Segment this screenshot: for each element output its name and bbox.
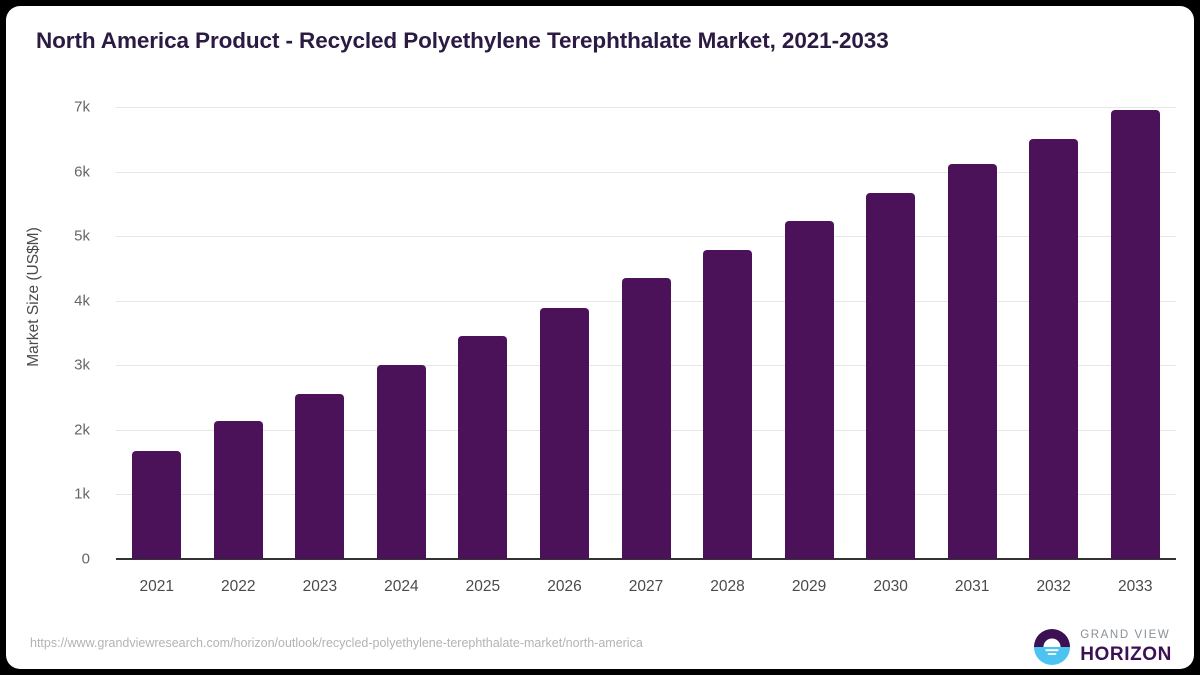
bar[interactable] — [539, 307, 589, 559]
y-axis-tick-label: 4k — [74, 292, 90, 310]
y-axis-tick-label: 3k — [74, 356, 90, 374]
gridline — [116, 171, 1176, 173]
gridline — [116, 107, 1176, 108]
x-axis-tick-label: 2032 — [1036, 578, 1071, 595]
y-axis-tick-label: 1k — [74, 485, 90, 503]
x-axis-tick-label: 2026 — [547, 578, 582, 595]
page-title: North America Product - Recycled Polyeth… — [36, 28, 889, 53]
bar[interactable] — [1029, 138, 1079, 559]
logo-top-text: GRAND VIEW — [1080, 629, 1171, 642]
bar[interactable] — [621, 278, 671, 559]
x-axis-line — [116, 558, 1176, 560]
bar[interactable] — [1110, 110, 1160, 559]
x-axis-tick-label: 2028 — [710, 578, 745, 595]
y-axis-tick-label: 0 — [81, 550, 90, 568]
y-axis-tick-labels: 0 1k 2k 3k 4k 5k 6k 7k — [30, 6, 90, 669]
bar[interactable] — [703, 250, 753, 559]
chart-card: North America Product - Recycled Polyeth… — [6, 6, 1194, 669]
gridline — [116, 236, 1176, 238]
y-axis-tick-label: 2k — [74, 421, 90, 439]
bar[interactable] — [947, 164, 997, 559]
x-axis-tick-label: 2025 — [465, 578, 501, 595]
x-axis-tick-label: 2027 — [628, 578, 664, 595]
x-axis-tick-label: 2023 — [302, 578, 338, 595]
x-axis-tick-label: 2021 — [139, 578, 174, 595]
chart-plot-area: Market Size (US$M) 0 1k 2k 3k 4k 5k 6k 7k 2021 2… — [6, 6, 1194, 669]
logo-bottom-text: HORIZON — [1080, 643, 1172, 665]
bar-series — [6, 6, 1194, 669]
bar[interactable] — [213, 421, 263, 559]
x-axis-tick-label: 2030 — [873, 578, 908, 595]
y-axis-tick-label: 6k — [74, 163, 90, 181]
source-url-text[interactable]: https://www.grandviewresearch.com/horizo… — [30, 636, 643, 650]
y-axis-tick-label: 5k — [74, 227, 90, 245]
x-axis-tick-label: 2022 — [221, 578, 256, 595]
bar[interactable] — [458, 336, 508, 559]
bar[interactable] — [376, 364, 426, 559]
x-axis-tick-label: 2024 — [384, 578, 419, 595]
y-axis-tick-label: 7k — [74, 98, 90, 116]
bar[interactable] — [866, 192, 916, 559]
bar[interactable] — [132, 450, 182, 559]
bar[interactable] — [295, 393, 345, 559]
bar[interactable] — [784, 221, 834, 559]
logo-wordmark: GRAND VIEW HORIZON — [1080, 630, 1172, 664]
x-axis-tick-label: 2033 — [1117, 578, 1153, 595]
brand-logo: GRAND VIEW HORIZON — [1033, 626, 1172, 668]
x-axis-tick-label: 2031 — [954, 578, 990, 595]
grand-view-horizon-icon — [1033, 628, 1071, 666]
x-axis-tick-label: 2029 — [791, 578, 827, 595]
